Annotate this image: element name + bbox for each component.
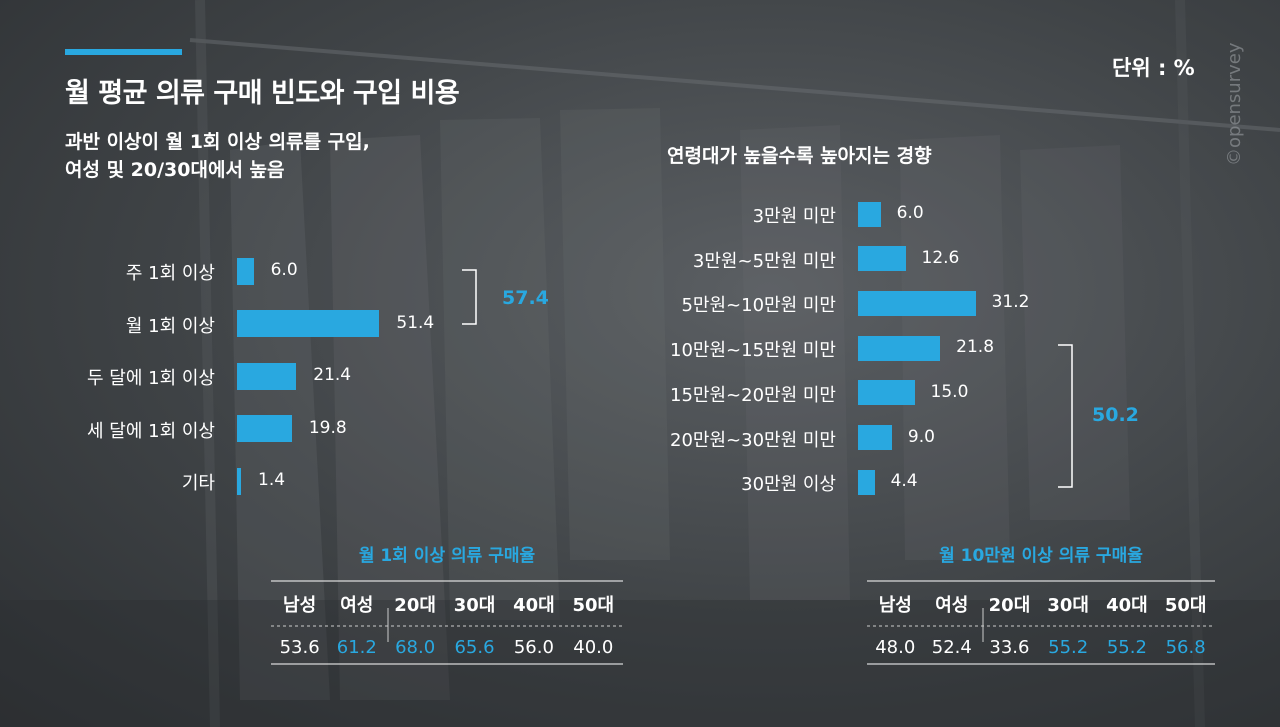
right-bracket — [1058, 344, 1073, 488]
opensurvey-watermark: ©opensurvey — [1224, 42, 1245, 166]
value-label: 12.6 — [921, 247, 960, 268]
left-subtitle-line2: 여성 및 20/30대에서 높음 — [65, 159, 285, 181]
left-bracket-total: 57.4 — [502, 287, 549, 309]
bar — [858, 246, 906, 272]
value-cell: 48.0 — [875, 636, 916, 658]
bar — [858, 380, 915, 406]
header-cell: 40대 — [1106, 595, 1148, 616]
value-cell-highlight: 65.6 — [454, 636, 495, 658]
unit-label: 단위 : % — [1112, 56, 1195, 80]
bar — [237, 310, 380, 337]
bar — [237, 362, 297, 390]
value-label: 6.0 — [896, 203, 924, 223]
table-header-row: 남성 여성 20대 30대 40대 50대 — [271, 580, 623, 628]
value-label: 15.0 — [930, 381, 969, 402]
value-label: 31.2 — [991, 292, 1030, 313]
category-label: 세 달에 1회 이상 — [87, 420, 215, 442]
category-label: 3만원~5만원 미만 — [692, 250, 836, 272]
right-stats-table: 남성 여성 20대 30대 40대 50대 48.0 52.4 33.6 55.… — [867, 580, 1215, 666]
category-label: 기타 — [181, 473, 215, 494]
left-subtitle-line1: 과반 이상이 월 1회 이상 의류를 구입, — [65, 131, 370, 153]
bar — [237, 257, 254, 285]
category-label: 월 1회 이상 — [125, 315, 215, 337]
category-label: 3만원 미만 — [752, 206, 836, 227]
category-label: 5만원~10만원 미만 — [681, 295, 836, 317]
value-cell: 52.4 — [931, 636, 972, 658]
category-label: 주 1회 이상 — [125, 263, 215, 284]
table-header-row: 남성 여성 20대 30대 40대 50대 — [867, 580, 1215, 628]
value-cell-highlight: 56.8 — [1165, 636, 1206, 658]
page-title: 월 평균 의류 구매 빈도와 구입 비용 — [65, 78, 460, 109]
left-table-lines — [271, 580, 623, 665]
title-accent-line — [65, 49, 182, 55]
value-cell-highlight: 68.0 — [395, 636, 436, 658]
category-label: 30만원 이상 — [741, 474, 836, 496]
right-table-lines — [867, 580, 1215, 665]
header-cell: 여성 — [340, 595, 374, 616]
header-cell: 남성 — [283, 595, 317, 616]
value-cell: 56.0 — [513, 636, 554, 658]
bar — [237, 415, 292, 442]
bar — [858, 425, 892, 450]
right-table-title: 월 10만원 이상 의류 구매율 — [939, 546, 1143, 566]
right-bracket-total: 50.2 — [1092, 404, 1139, 426]
value-label: 21.8 — [956, 337, 995, 358]
value-label: 4.4 — [890, 471, 918, 492]
header-cell: 30대 — [1047, 595, 1089, 616]
left-stats-table: 남성 여성 20대 30대 40대 50대 53.6 61.2 68.0 65.… — [271, 580, 623, 666]
header-cell: 여성 — [935, 595, 969, 616]
header-cell: 30대 — [453, 595, 496, 616]
value-cell: 33.6 — [989, 636, 1030, 658]
table-value-row: 53.6 61.2 68.0 65.6 56.0 40.0 — [271, 628, 623, 666]
header-cell: 20대 — [394, 595, 436, 616]
left-subtitle: 과반 이상이 월 1회 이상 의류를 구입, 여성 및 20/30대에서 높음 — [65, 128, 370, 184]
bar — [858, 469, 875, 495]
left-bracket — [462, 269, 477, 325]
value-cell-highlight: 55.2 — [1048, 636, 1089, 658]
category-label: 두 달에 1회 이상 — [87, 368, 215, 389]
bar — [858, 290, 976, 316]
header-cell: 50대 — [572, 595, 615, 616]
value-label: 19.8 — [308, 417, 347, 438]
category-label: 10만원~15만원 미만 — [670, 340, 836, 362]
table-value-row: 48.0 52.4 33.6 55.2 55.2 56.8 — [867, 628, 1215, 666]
header-cell: 50대 — [1164, 595, 1207, 616]
value-cell-highlight: 55.2 — [1106, 636, 1147, 658]
value-label: 21.4 — [313, 365, 352, 385]
header-cell: 20대 — [988, 595, 1031, 616]
value-label: 1.4 — [258, 470, 286, 490]
value-label: 51.4 — [396, 312, 435, 333]
value-cell: 53.6 — [279, 636, 320, 658]
value-label: 9.0 — [907, 426, 935, 447]
svg-text:©opensurvey: ©opensurvey — [1224, 42, 1245, 166]
value-cell: 40.0 — [573, 636, 614, 658]
value-label: 6.0 — [270, 260, 298, 280]
right-subtitle: 연령대가 높을수록 높아지는 경향 — [667, 145, 932, 167]
category-label: 20만원~30만원 미만 — [670, 429, 836, 451]
bar — [237, 467, 241, 495]
category-label: 15만원~20만원 미만 — [670, 384, 836, 406]
left-table-title: 월 1회 이상 의류 구매율 — [358, 546, 536, 566]
value-cell-highlight: 61.2 — [336, 636, 377, 658]
header-cell: 40대 — [513, 595, 555, 616]
bar — [858, 335, 941, 361]
header-cell: 남성 — [878, 595, 912, 616]
bar — [858, 201, 881, 227]
